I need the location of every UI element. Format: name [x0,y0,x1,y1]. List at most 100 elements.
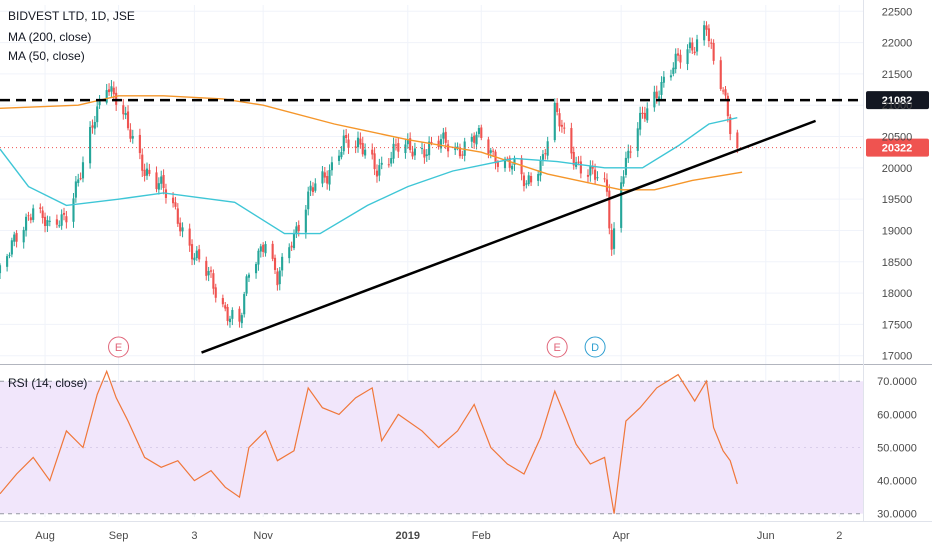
candle-body[interactable] [62,212,66,215]
candle-body[interactable] [489,150,492,153]
candle-body[interactable] [207,271,210,276]
candle-body[interactable] [96,106,99,123]
candle-body[interactable] [326,175,329,184]
candle-body[interactable] [603,178,606,180]
candle-body[interactable] [610,229,613,250]
candle-body[interactable] [475,134,478,145]
candle-body[interactable] [722,90,725,92]
candle-body[interactable] [304,209,307,233]
candle-body[interactable] [195,250,198,259]
candle-body[interactable] [437,140,440,148]
candle-body[interactable] [594,169,597,180]
candle-body[interactable] [646,108,649,121]
candle-body[interactable] [423,149,426,158]
candle-body[interactable] [110,86,113,92]
candle-body[interactable] [641,112,644,114]
candle-body[interactable] [126,111,130,129]
candles[interactable] [0,20,739,329]
candle-body[interactable] [330,162,333,171]
candle-body[interactable] [174,202,177,207]
candle-body[interactable] [420,148,424,150]
ma50-line[interactable] [0,117,738,235]
candle-body[interactable] [679,54,682,63]
candle-body[interactable] [93,121,96,129]
candle-body[interactable] [553,102,556,141]
candle-body[interactable] [314,183,317,191]
candle-body[interactable] [141,154,144,171]
candle-body[interactable] [444,131,447,143]
candle-body[interactable] [143,169,146,176]
candle-body[interactable] [15,233,18,242]
candle-body[interactable] [712,43,715,61]
candle-body[interactable] [209,270,213,272]
candle-body[interactable] [496,161,499,167]
candle-body[interactable] [58,225,61,227]
candle-body[interactable] [461,154,464,156]
candle-body[interactable] [589,166,592,176]
candle-body[interactable] [340,151,343,158]
candle-body[interactable] [643,112,646,119]
earnings-marker[interactable] [546,336,568,358]
candle-body[interactable] [492,150,495,152]
candle-body[interactable] [627,150,630,159]
candle-body[interactable] [473,135,476,143]
candle-body[interactable] [328,169,331,185]
candle-body[interactable] [198,249,201,260]
candle-body[interactable] [537,174,540,181]
candle-body[interactable] [311,187,315,192]
candle-body[interactable] [693,51,696,54]
candle-body[interactable] [726,95,729,117]
candle-body[interactable] [39,207,42,209]
candle-body[interactable] [530,176,533,183]
rsi-line-group[interactable] [0,369,738,514]
candle-body[interactable] [25,216,28,231]
candle-body[interactable] [608,190,611,229]
candle-body[interactable] [705,25,708,30]
candle-body[interactable] [105,90,108,103]
candle-body[interactable] [513,158,516,165]
candle-body[interactable] [124,113,127,116]
candle-body[interactable] [288,247,291,259]
candle-body[interactable] [624,157,627,175]
candle-body[interactable] [409,138,412,151]
candle-body[interactable] [48,220,51,222]
candle-body[interactable] [162,175,165,189]
rsi-axis[interactable]: 30.0000 40.0000 50.0000 60.0000 70.0000 [877,376,917,520]
candle-body[interactable] [155,172,158,189]
candle-body[interactable] [231,309,234,319]
candle-body[interactable] [27,215,30,217]
candle-body[interactable] [55,219,58,225]
candle-body[interactable] [278,270,281,285]
candle-body[interactable] [605,179,609,192]
candle-body[interactable] [347,139,350,148]
candle-body[interactable] [586,174,590,177]
candle-body[interactable] [428,141,431,156]
candle-body[interactable] [273,257,277,270]
candle-body[interactable] [226,307,229,321]
candle-body[interactable] [89,126,92,164]
candle-body[interactable] [672,67,675,74]
candle-body[interactable] [32,208,35,220]
candle-body[interactable] [238,308,241,322]
candle-body[interactable] [307,191,310,210]
candle-body[interactable] [262,244,265,252]
candle-body[interactable] [276,271,279,286]
candle-body[interactable] [669,75,673,78]
candle-body[interactable] [29,217,32,221]
candle-body[interactable] [525,183,528,185]
trendline-group[interactable] [201,119,817,354]
candle-body[interactable] [390,158,393,164]
candle-body[interactable] [430,141,433,143]
candle-body[interactable] [337,155,341,161]
candle-body[interactable] [477,128,480,134]
candle-body[interactable] [527,175,530,185]
candle-body[interactable] [710,42,713,44]
candle-body[interactable] [660,81,663,95]
candle-body[interactable] [193,257,196,261]
moving-averages[interactable] [0,95,743,235]
candle-body[interactable] [622,176,625,184]
candle-body[interactable] [22,229,25,243]
candle-body[interactable] [72,198,75,222]
candle-body[interactable] [342,135,345,152]
candle-body[interactable] [677,53,680,56]
